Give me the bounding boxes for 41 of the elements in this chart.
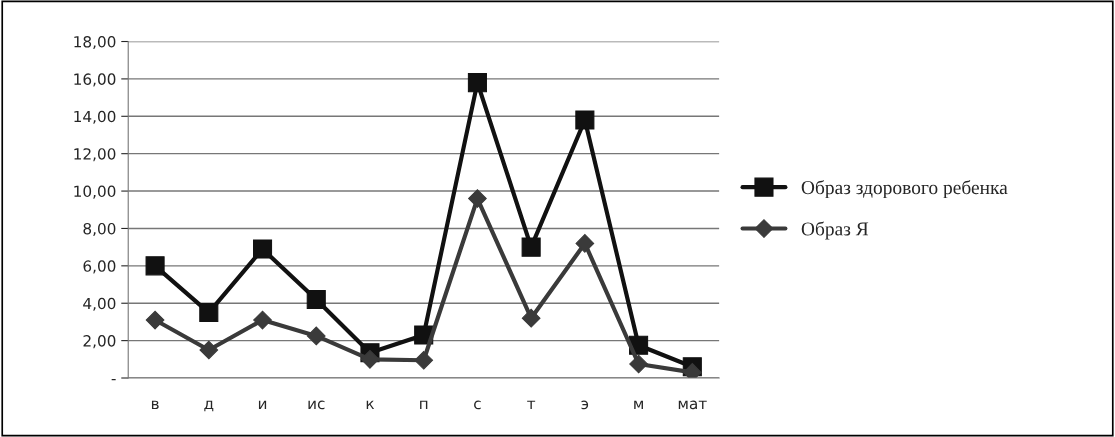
y-tick-label: 8,00 [83,222,116,237]
y-tick-label: 14,00 [74,110,116,124]
point [521,237,541,257]
legend-label: Образ Я [801,221,869,240]
point [468,189,487,208]
x-tick-label: э [581,400,589,410]
y-tick-label: 6,00 [83,260,116,274]
point [145,256,165,276]
x-tick-label: в [151,400,159,410]
x-tick-label: ис [308,400,325,410]
x-tick-label: д [204,400,214,412]
y-tick-label: - [111,379,116,381]
y-tick-label: 12,00 [74,148,116,162]
x-tick-label: т [527,400,536,410]
point [306,289,326,310]
y-tick-label: 10,00 [74,185,116,199]
point [521,308,541,328]
y-tick-label: 4,00 [83,297,116,311]
point [575,110,595,130]
y-tick-label: 16,00 [74,73,116,87]
point [575,234,595,253]
x-tick-label: с [474,400,481,410]
x-tick-label: м [634,400,643,410]
point [306,326,326,346]
point [199,340,219,360]
point [467,73,487,93]
y-tick-label: 2,00 [83,335,116,349]
point [253,310,272,330]
legend-label: Образ здорового ребенка [801,180,1008,199]
point [682,363,702,379]
point [145,310,165,330]
x-tick-label: и [258,400,267,410]
x-tick-label: мат [678,400,707,410]
point [629,354,648,374]
point [360,349,380,369]
x-tick-label: к [366,400,375,410]
point [199,303,219,323]
point [414,350,434,370]
x-tick-label: п [420,400,428,410]
y-tick-label: 18,00 [74,35,116,50]
point [252,239,273,259]
